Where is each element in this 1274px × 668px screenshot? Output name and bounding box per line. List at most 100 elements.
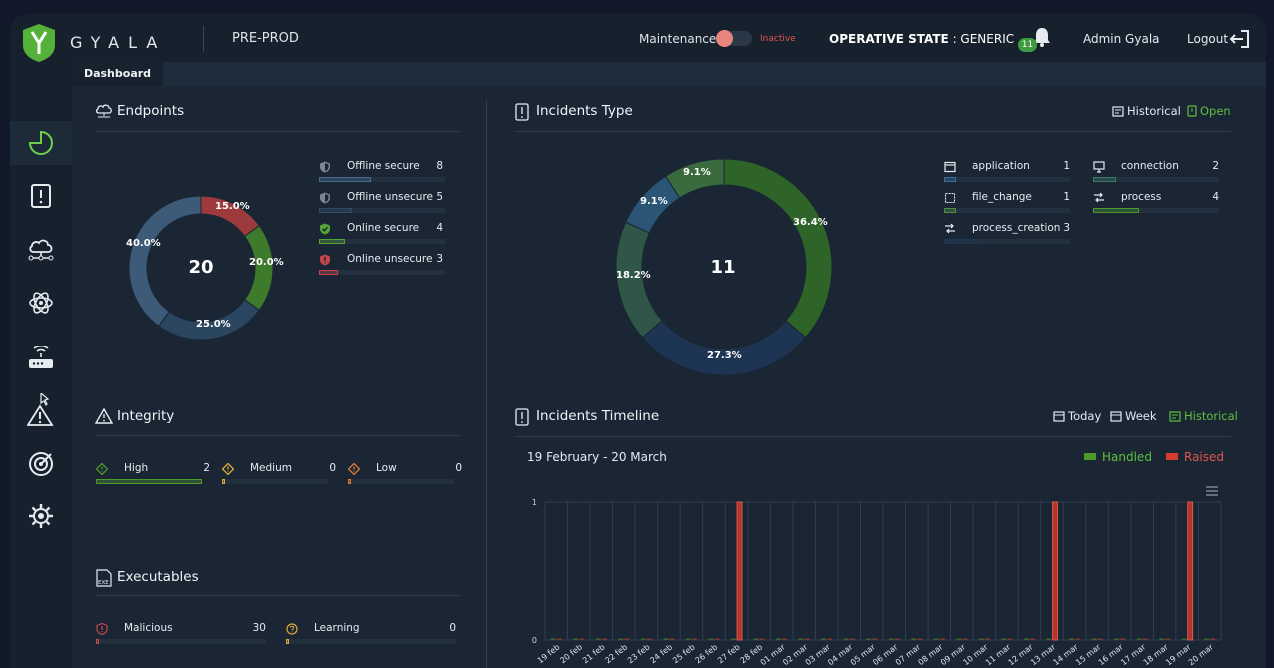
- bar-raised[interactable]: [1165, 638, 1171, 641]
- bar-raised[interactable]: [872, 638, 878, 641]
- legend-label: Medium: [250, 462, 292, 474]
- logout-link[interactable]: Logout: [1187, 32, 1229, 46]
- bar-handled[interactable]: [933, 638, 939, 641]
- bar-raised[interactable]: [759, 638, 765, 641]
- sidebar-item-alerts[interactable]: [10, 388, 72, 432]
- bar-raised[interactable]: [804, 638, 810, 641]
- bar-raised[interactable]: [1052, 501, 1058, 641]
- bar-raised[interactable]: [1075, 638, 1081, 641]
- incidents-type-slice-process-creation[interactable]: [641, 319, 807, 376]
- bar-handled[interactable]: [1204, 638, 1210, 641]
- bar-handled[interactable]: [573, 638, 579, 641]
- bar-raised[interactable]: [849, 638, 855, 641]
- bar-handled[interactable]: [708, 638, 714, 641]
- bar-raised[interactable]: [624, 638, 630, 641]
- incidents-type-slice-process[interactable]: [723, 158, 833, 339]
- endpoints-donut-chart[interactable]: [128, 195, 274, 341]
- gyala-logo-icon[interactable]: [22, 23, 56, 63]
- bar-handled[interactable]: [1091, 638, 1097, 641]
- top-bar: GYALA PRE-PROD Maintenance Inactive OPER…: [10, 14, 1266, 62]
- bar-handled[interactable]: [1023, 638, 1029, 641]
- bar-raised[interactable]: [1007, 638, 1013, 641]
- bar-raised[interactable]: [646, 638, 652, 641]
- bell-icon[interactable]: [1033, 27, 1051, 47]
- timeline-filter-today[interactable]: Today: [1053, 409, 1101, 423]
- bar-handled[interactable]: [640, 638, 646, 641]
- user-name[interactable]: Admin Gyala: [1083, 32, 1160, 46]
- bar-handled[interactable]: [1136, 638, 1142, 641]
- bar-raised[interactable]: [939, 638, 945, 641]
- bar-handled[interactable]: [1069, 638, 1075, 641]
- bar-handled[interactable]: [978, 638, 984, 641]
- bar-handled[interactable]: [595, 638, 601, 641]
- bar-handled[interactable]: [663, 638, 669, 641]
- sidebar-item-incidents[interactable]: [10, 174, 72, 218]
- bar-raised[interactable]: [601, 638, 607, 641]
- bar-handled[interactable]: [798, 638, 804, 641]
- bar-raised[interactable]: [736, 501, 743, 641]
- bar-raised[interactable]: [1120, 638, 1126, 641]
- bar-handled[interactable]: [911, 638, 917, 641]
- tab-dashboard[interactable]: Dashboard: [72, 62, 163, 86]
- bar-handled[interactable]: [685, 638, 691, 641]
- legend-item-raised[interactable]: Raised: [1166, 450, 1224, 464]
- settings-gear-icon: [29, 504, 53, 528]
- endpoints-slice-online-secure[interactable]: [243, 224, 274, 312]
- bar-raised[interactable]: [962, 638, 968, 641]
- bar-raised[interactable]: [1029, 638, 1035, 641]
- timeline-filter-week[interactable]: Week: [1110, 409, 1157, 423]
- bar-raised[interactable]: [894, 638, 900, 641]
- bar-handled[interactable]: [821, 638, 827, 641]
- bar-handled[interactable]: [1114, 638, 1120, 641]
- bar-handled[interactable]: [550, 638, 556, 641]
- chart-menu-icon[interactable]: [1205, 486, 1219, 496]
- calendar-icon: [1053, 411, 1065, 422]
- bar-raised[interactable]: [984, 638, 990, 641]
- logout-icon[interactable]: [1228, 29, 1250, 49]
- bar-handled[interactable]: [1046, 638, 1052, 641]
- sidebar: [10, 62, 72, 668]
- bar-handled[interactable]: [866, 638, 872, 641]
- bar-raised[interactable]: [782, 638, 788, 641]
- bar-handled[interactable]: [776, 638, 782, 641]
- sidebar-item-targets[interactable]: [10, 442, 72, 486]
- bar-raised[interactable]: [579, 638, 585, 641]
- bar-raised[interactable]: [827, 638, 833, 641]
- legend-item-handled[interactable]: Handled: [1084, 450, 1152, 464]
- legend-bar-track: [319, 239, 445, 244]
- endpoints-slice-offline-secure[interactable]: [128, 195, 202, 327]
- bar-raised[interactable]: [556, 638, 562, 641]
- incidents-type-donut-chart[interactable]: [615, 158, 833, 376]
- sidebar-item-integrity[interactable]: [10, 281, 72, 325]
- incidents-type-slice-file-change[interactable]: [664, 158, 725, 199]
- bar-raised[interactable]: [1097, 638, 1103, 641]
- incidents-type-filter-open[interactable]: Open: [1187, 104, 1231, 118]
- bar-handled[interactable]: [1001, 638, 1007, 641]
- bar-handled[interactable]: [956, 638, 962, 641]
- incidents-type-filter-historical[interactable]: Historical: [1112, 104, 1181, 118]
- sidebar-item-dashboard[interactable]: [10, 121, 72, 165]
- bar-handled[interactable]: [1159, 638, 1165, 641]
- sidebar-item-settings[interactable]: [10, 494, 72, 538]
- bar-handled[interactable]: [888, 638, 894, 641]
- exe-file-icon: EXE: [96, 569, 112, 587]
- sidebar-item-endpoints[interactable]: [10, 228, 72, 272]
- bar-handled[interactable]: [1181, 638, 1187, 641]
- x-tick-label: 27 feb: [716, 642, 742, 665]
- bar-handled[interactable]: [731, 638, 737, 641]
- bar-raised[interactable]: [691, 638, 697, 641]
- bar-handled[interactable]: [843, 638, 849, 641]
- timeline-filter-historical[interactable]: Historical: [1169, 409, 1238, 423]
- bar-raised[interactable]: [669, 638, 675, 641]
- bar-raised[interactable]: [1210, 638, 1216, 641]
- bar-raised[interactable]: [917, 638, 923, 641]
- maintenance-toggle[interactable]: [716, 30, 752, 47]
- bar-raised[interactable]: [714, 638, 720, 641]
- bar-handled[interactable]: [753, 638, 759, 641]
- bar-raised[interactable]: [1187, 501, 1194, 641]
- notification-badge[interactable]: 11: [1018, 38, 1037, 52]
- bar-raised[interactable]: [1142, 638, 1148, 641]
- sidebar-item-devices[interactable]: [10, 336, 72, 380]
- bar-handled[interactable]: [618, 638, 624, 641]
